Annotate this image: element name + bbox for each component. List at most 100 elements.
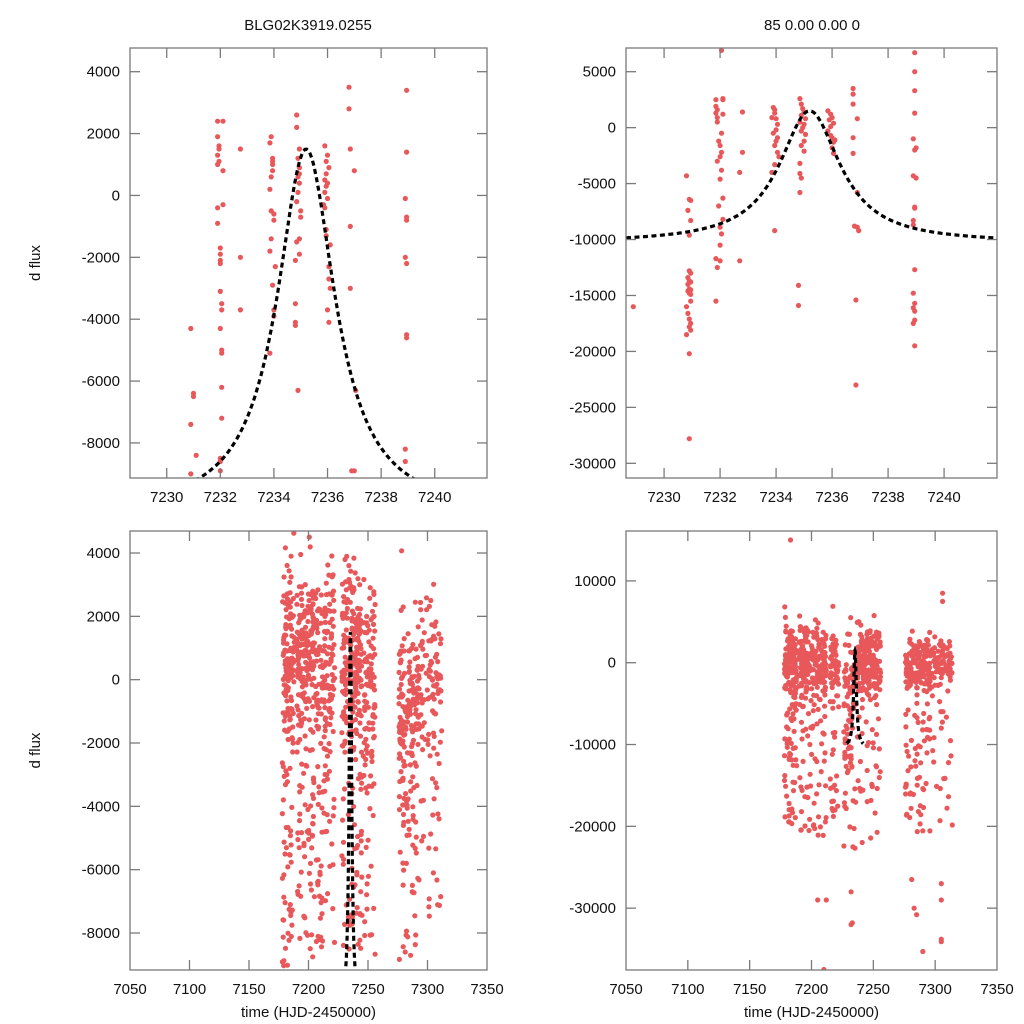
data-point bbox=[310, 602, 316, 608]
data-point bbox=[404, 87, 410, 93]
data-point bbox=[219, 384, 225, 390]
data-point bbox=[316, 936, 323, 943]
y-tick-label: -30000 bbox=[569, 455, 616, 472]
data-point bbox=[322, 728, 328, 734]
panel-top-left: 7230 7232 7234 7236 7238 7240 4000 2000 0 -2000 -4… bbox=[27, 47, 488, 506]
plot-area bbox=[188, 84, 416, 478]
data-point bbox=[792, 664, 799, 670]
data-point bbox=[396, 701, 402, 707]
data-point bbox=[822, 653, 829, 660]
data-point bbox=[371, 735, 377, 741]
data-point bbox=[406, 648, 412, 654]
data-point bbox=[872, 695, 878, 701]
data-point bbox=[807, 741, 813, 748]
data-point bbox=[304, 932, 311, 938]
data-point bbox=[268, 134, 274, 140]
data-point bbox=[791, 728, 797, 735]
data-point bbox=[288, 912, 294, 919]
data-point bbox=[737, 258, 743, 264]
data-point bbox=[361, 659, 368, 665]
data-point bbox=[944, 805, 950, 811]
data-point bbox=[903, 711, 909, 718]
data-point bbox=[220, 202, 226, 208]
data-point bbox=[912, 758, 918, 764]
data-point bbox=[340, 839, 347, 845]
data-point bbox=[296, 818, 303, 824]
data-point bbox=[188, 421, 194, 427]
data-point bbox=[284, 698, 290, 704]
data-point bbox=[305, 672, 312, 678]
data-point bbox=[188, 471, 194, 477]
data-point bbox=[408, 788, 414, 794]
data-point bbox=[215, 161, 221, 168]
data-point bbox=[907, 790, 914, 796]
data-point bbox=[340, 817, 346, 823]
data-point bbox=[864, 743, 870, 749]
data-point bbox=[934, 783, 940, 790]
data-point bbox=[354, 869, 360, 876]
data-point bbox=[323, 580, 329, 586]
data-point bbox=[843, 662, 849, 668]
data-point bbox=[816, 675, 822, 682]
data-point bbox=[402, 949, 408, 955]
data-point bbox=[945, 688, 951, 694]
data-point bbox=[299, 602, 305, 609]
data-point bbox=[829, 798, 835, 805]
data-point bbox=[688, 197, 694, 203]
data-point bbox=[782, 814, 788, 820]
data-point bbox=[356, 631, 362, 637]
data-point bbox=[803, 639, 809, 645]
data-point bbox=[411, 724, 417, 730]
data-point bbox=[282, 851, 288, 857]
data-point bbox=[372, 951, 378, 957]
x-tick-label: 7300 bbox=[918, 981, 951, 998]
data-point bbox=[914, 692, 920, 698]
data-point bbox=[296, 620, 302, 626]
data-point bbox=[853, 799, 859, 805]
data-point bbox=[792, 779, 798, 786]
x-tick-label: 7238 bbox=[364, 489, 397, 506]
data-point bbox=[406, 664, 412, 670]
data-point bbox=[798, 142, 804, 149]
data-point bbox=[830, 808, 836, 814]
data-point bbox=[294, 592, 300, 598]
data-point bbox=[288, 574, 294, 580]
data-point bbox=[435, 902, 441, 908]
data-point bbox=[358, 838, 364, 844]
data-point bbox=[326, 276, 332, 282]
data-point bbox=[427, 662, 433, 668]
data-point bbox=[924, 677, 930, 683]
data-point bbox=[686, 436, 692, 442]
data-point bbox=[308, 606, 314, 612]
data-point bbox=[776, 154, 782, 160]
x-tick-label: 7200 bbox=[292, 981, 325, 998]
data-point bbox=[435, 688, 441, 694]
data-point bbox=[910, 290, 916, 296]
data-point bbox=[292, 257, 298, 263]
data-point bbox=[219, 415, 225, 421]
x-tick-label: 7234 bbox=[257, 489, 290, 506]
data-point bbox=[912, 69, 918, 75]
data-point bbox=[908, 660, 914, 666]
data-point bbox=[845, 745, 851, 752]
data-point bbox=[315, 587, 321, 593]
x-tick-label: 7200 bbox=[795, 981, 828, 998]
data-point bbox=[826, 117, 832, 123]
data-point bbox=[401, 636, 407, 642]
data-point bbox=[355, 576, 361, 582]
data-point bbox=[801, 148, 807, 154]
data-point bbox=[914, 912, 920, 918]
data-point bbox=[299, 666, 305, 672]
data-point bbox=[772, 110, 778, 116]
data-point bbox=[686, 351, 692, 357]
data-point bbox=[850, 150, 856, 156]
x-tick-label: 7234 bbox=[759, 489, 792, 506]
y-tick-label: -10000 bbox=[569, 232, 616, 249]
data-point bbox=[857, 758, 864, 765]
data-point bbox=[858, 647, 864, 653]
data-point bbox=[281, 635, 287, 641]
data-point bbox=[841, 729, 847, 735]
data-point bbox=[358, 713, 364, 719]
data-point bbox=[431, 696, 437, 702]
data-point bbox=[294, 124, 300, 130]
